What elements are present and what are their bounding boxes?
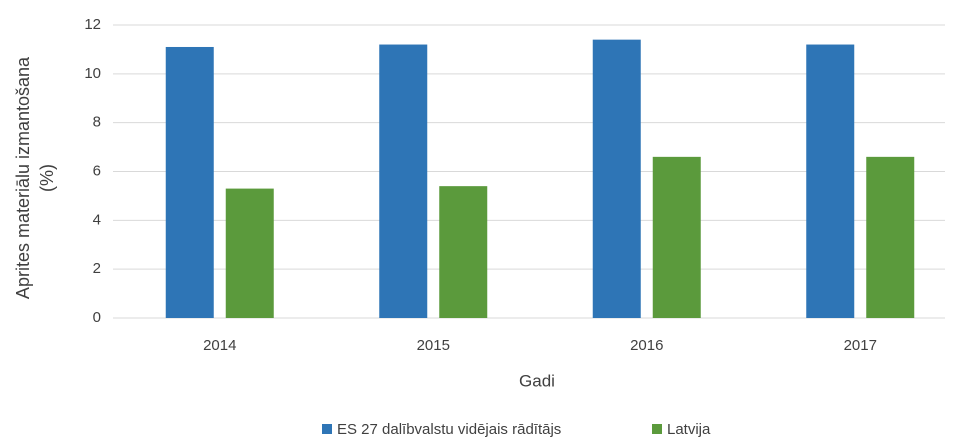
x-tick-label: 2015: [417, 337, 450, 354]
legend-label: Latvija: [667, 421, 711, 437]
legend-swatch: [652, 424, 662, 434]
y-axis-label: Aprites materiālu izmantošana (%): [13, 56, 57, 299]
y-tick-label: 12: [84, 16, 101, 33]
bar: [225, 188, 274, 318]
y-axis-label-line: (%): [37, 164, 57, 192]
bar: [439, 186, 488, 318]
bar: [592, 39, 641, 319]
y-tick-label: 8: [93, 114, 101, 131]
x-axis-label: Gadi: [519, 371, 555, 390]
legend-label: ES 27 dalībvalstu vidējais rādītājs: [337, 421, 561, 437]
legend-swatch: [322, 424, 332, 434]
bar: [379, 44, 428, 319]
x-tick-label: 2014: [203, 337, 236, 354]
bar: [806, 44, 855, 319]
y-tick-label: 6: [93, 162, 101, 179]
y-tick-label: 2: [93, 260, 101, 277]
y-tick-label: 10: [84, 65, 101, 82]
bar: [165, 46, 214, 318]
y-axis-label-line: Aprites materiālu izmantošana: [13, 56, 33, 299]
y-tick-label: 0: [93, 309, 101, 326]
bar: [652, 156, 701, 318]
x-tick-label: 2016: [630, 337, 663, 354]
bar: [866, 156, 915, 318]
y-tick-label: 4: [93, 211, 101, 228]
x-tick-label: 2017: [844, 337, 877, 354]
